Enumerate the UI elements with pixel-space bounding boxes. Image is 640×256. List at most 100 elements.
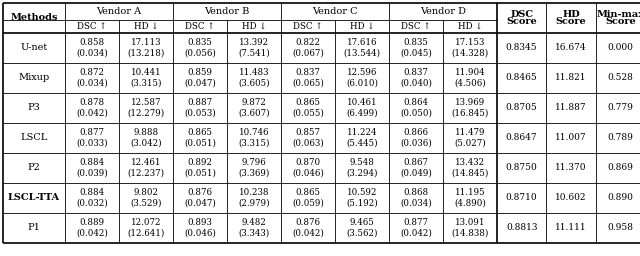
Text: (0.056): (0.056) <box>184 49 216 58</box>
Text: HD: HD <box>562 10 580 19</box>
Text: 0.876: 0.876 <box>296 218 321 227</box>
Text: 0.877: 0.877 <box>79 128 104 137</box>
Text: 0.876: 0.876 <box>188 188 212 197</box>
Text: 12.461: 12.461 <box>131 158 161 167</box>
Text: 0.958: 0.958 <box>607 223 634 232</box>
Text: 0.867: 0.867 <box>403 158 429 167</box>
Text: (13.218): (13.218) <box>127 49 164 58</box>
Text: 0.789: 0.789 <box>607 133 633 143</box>
Text: 0.893: 0.893 <box>188 218 212 227</box>
Text: 0.866: 0.866 <box>403 128 429 137</box>
Text: 9.796: 9.796 <box>242 158 266 167</box>
Text: Vendor A: Vendor A <box>97 7 141 16</box>
Text: (6.010): (6.010) <box>346 79 378 88</box>
Text: 11.479: 11.479 <box>455 128 485 137</box>
Text: 12.072: 12.072 <box>131 218 161 227</box>
Text: 10.441: 10.441 <box>131 68 161 77</box>
Text: Score: Score <box>556 17 586 26</box>
Text: (3.294): (3.294) <box>346 169 378 178</box>
Text: 17.153: 17.153 <box>455 38 485 47</box>
Text: 10.238: 10.238 <box>239 188 269 197</box>
Text: 9.888: 9.888 <box>133 128 159 137</box>
Text: (0.051): (0.051) <box>184 139 216 148</box>
Text: 11.111: 11.111 <box>555 223 587 232</box>
Text: 13.392: 13.392 <box>239 38 269 47</box>
Text: (0.042): (0.042) <box>292 229 324 238</box>
Text: 0.878: 0.878 <box>79 98 104 107</box>
Text: 0.8710: 0.8710 <box>506 194 538 202</box>
Text: (0.034): (0.034) <box>76 79 108 88</box>
Text: (16.845): (16.845) <box>451 109 489 118</box>
Text: 0.865: 0.865 <box>296 188 321 197</box>
Text: 0.865: 0.865 <box>296 98 321 107</box>
Text: P2: P2 <box>28 164 40 173</box>
Text: 0.887: 0.887 <box>188 98 212 107</box>
Text: 17.113: 17.113 <box>131 38 161 47</box>
Text: (0.047): (0.047) <box>184 79 216 88</box>
Text: (6.499): (6.499) <box>346 109 378 118</box>
Text: 0.835: 0.835 <box>404 38 428 47</box>
Text: (5.445): (5.445) <box>346 139 378 148</box>
Text: 0.8750: 0.8750 <box>506 164 538 173</box>
Text: 11.821: 11.821 <box>556 73 587 82</box>
Text: 0.869: 0.869 <box>607 164 633 173</box>
Text: 11.195: 11.195 <box>454 188 485 197</box>
Text: 17.616: 17.616 <box>347 38 377 47</box>
Text: 11.483: 11.483 <box>239 68 269 77</box>
Text: 0.822: 0.822 <box>296 38 321 47</box>
Text: 16.674: 16.674 <box>555 44 587 52</box>
Text: 13.969: 13.969 <box>455 98 485 107</box>
Text: 11.887: 11.887 <box>555 103 587 112</box>
Text: (13.544): (13.544) <box>344 49 381 58</box>
Text: (3.529): (3.529) <box>131 199 162 208</box>
Text: (0.034): (0.034) <box>76 49 108 58</box>
Text: 0.890: 0.890 <box>607 194 633 202</box>
Text: (0.042): (0.042) <box>76 229 108 238</box>
Text: (12.237): (12.237) <box>127 169 164 178</box>
Text: 9.482: 9.482 <box>241 218 266 227</box>
Text: (14.838): (14.838) <box>451 229 489 238</box>
Text: 0.865: 0.865 <box>188 128 212 137</box>
Text: (0.051): (0.051) <box>184 169 216 178</box>
Text: (0.046): (0.046) <box>292 169 324 178</box>
Text: 0.892: 0.892 <box>188 158 212 167</box>
Text: P3: P3 <box>28 103 40 112</box>
Text: (0.065): (0.065) <box>292 79 324 88</box>
Text: HD ↓: HD ↓ <box>242 22 266 31</box>
Text: 0.889: 0.889 <box>79 218 104 227</box>
Text: Min-max: Min-max <box>596 10 640 19</box>
Text: (3.605): (3.605) <box>238 79 270 88</box>
Text: 0.528: 0.528 <box>607 73 633 82</box>
Text: LSCL: LSCL <box>20 133 48 143</box>
Text: P1: P1 <box>28 223 40 232</box>
Text: 9.465: 9.465 <box>349 218 374 227</box>
Text: 0.884: 0.884 <box>79 158 104 167</box>
Text: HD ↓: HD ↓ <box>458 22 483 31</box>
Text: (3.369): (3.369) <box>238 169 269 178</box>
Text: DSC ↑: DSC ↑ <box>185 22 215 31</box>
Text: 10.602: 10.602 <box>556 194 587 202</box>
Text: 0.8813: 0.8813 <box>506 223 538 232</box>
Text: (0.050): (0.050) <box>400 109 432 118</box>
Text: 0.870: 0.870 <box>296 158 321 167</box>
Text: (4.890): (4.890) <box>454 199 486 208</box>
Text: 0.857: 0.857 <box>296 128 321 137</box>
Text: 11.370: 11.370 <box>556 164 587 173</box>
Text: (0.036): (0.036) <box>400 139 432 148</box>
Text: 9.802: 9.802 <box>134 188 159 197</box>
Text: Score: Score <box>605 17 636 26</box>
Text: U-net: U-net <box>20 44 47 52</box>
Text: 0.858: 0.858 <box>79 38 104 47</box>
Text: DSC ↑: DSC ↑ <box>77 22 107 31</box>
Text: (0.053): (0.053) <box>184 109 216 118</box>
Text: (0.067): (0.067) <box>292 49 324 58</box>
Text: Vendor D: Vendor D <box>420 7 466 16</box>
Text: HD ↓: HD ↓ <box>349 22 374 31</box>
Text: 0.835: 0.835 <box>188 38 212 47</box>
Text: Methods: Methods <box>10 14 58 23</box>
Text: 0.8465: 0.8465 <box>506 73 538 82</box>
Text: 0.8647: 0.8647 <box>506 133 538 143</box>
Text: DSC ↑: DSC ↑ <box>293 22 323 31</box>
Text: 0.8705: 0.8705 <box>506 103 538 112</box>
Text: (3.042): (3.042) <box>130 139 162 148</box>
